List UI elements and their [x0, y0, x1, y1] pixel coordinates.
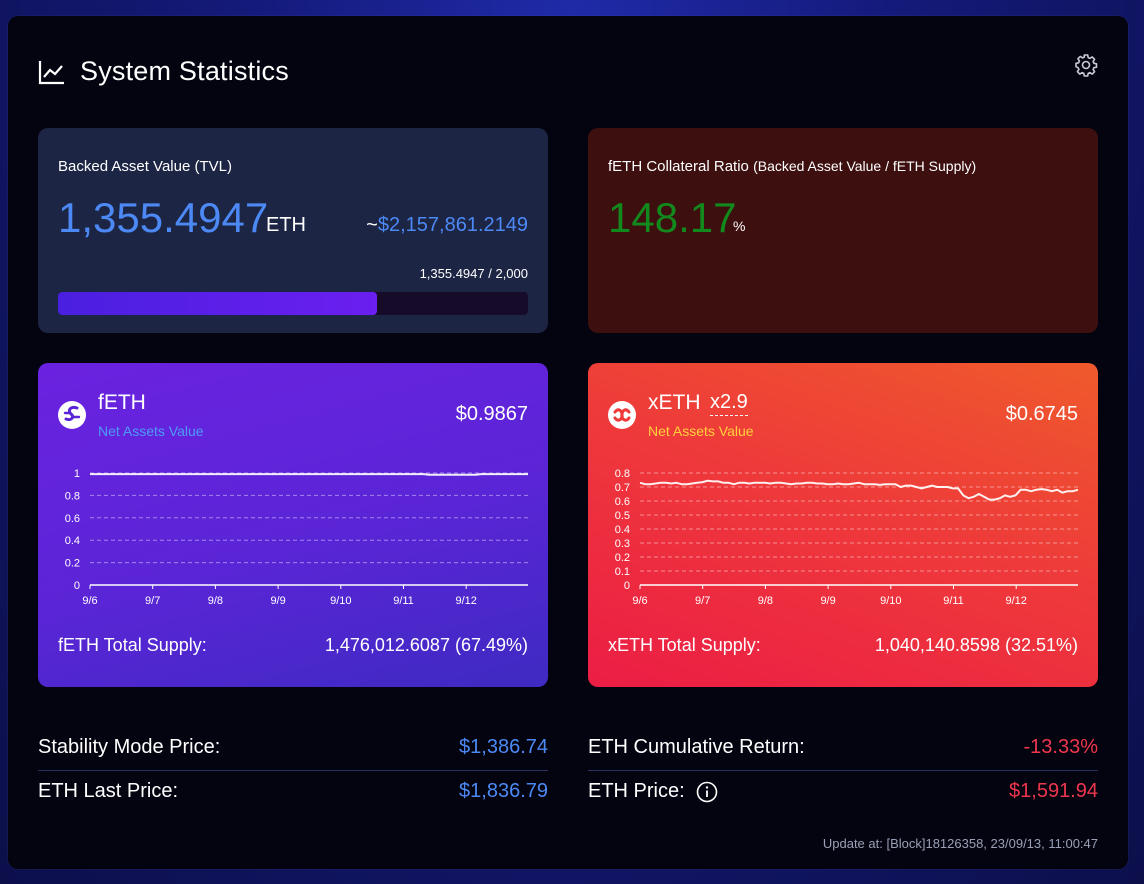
- feth-chart-x-tick-label: 9/12: [455, 595, 476, 607]
- feth-chart-x-tick-label: 9/6: [82, 595, 97, 607]
- xeth-chart-y-tick-label: 0.6: [615, 496, 630, 508]
- collateral-label-line: fETH Collateral Ratio (Backed Asset Valu…: [608, 158, 976, 175]
- collateral-label: fETH Collateral Ratio: [608, 158, 749, 175]
- info-icon[interactable]: [696, 781, 718, 803]
- xeth-sub: Net Assets Value: [648, 423, 754, 439]
- tvl-card: Backed Asset Value (TVL) 1,355.4947 ETH …: [38, 128, 548, 333]
- feth-chart-y-tick-label: 0.2: [65, 558, 80, 570]
- tvl-progress-bar: [58, 292, 528, 315]
- tvl-progress-fill: [58, 292, 377, 315]
- xeth-leverage[interactable]: x2.9: [710, 391, 748, 416]
- feth-chart-y-tick-label: 0.8: [65, 490, 80, 502]
- line-chart-icon: [38, 60, 64, 84]
- xeth-supply-label: xETH Total Supply:: [608, 635, 761, 655]
- feth-chart-y-tick-label: 1: [74, 468, 80, 480]
- feth-supply-label: fETH Total Supply:: [58, 635, 207, 655]
- tvl-usd: ~$2,157,861.2149: [366, 214, 528, 237]
- feth-card: fETH Net Assets Value $0.9867 0 0.2 0.4 0.6…: [38, 363, 548, 687]
- xeth-chart-x-tick-label: 9/10: [880, 595, 901, 607]
- feth-chart-x-tick-label: 9/8: [208, 595, 223, 607]
- xeth-chart-x-tick-label: 9/12: [1005, 595, 1026, 607]
- feth-chart-series-line: [90, 473, 528, 476]
- xeth-card: xETH x2.9 Net Assets Value $0.6745 0 0.1 0…: [588, 363, 1098, 687]
- feth-chart-x-tick-label: 9/11: [393, 595, 414, 607]
- xeth-price: $0.6745: [1005, 403, 1078, 425]
- eth-cumulative-return-value: -13.33%: [1023, 736, 1099, 758]
- xeth-nav-chart: 0 0.1 0.2 0.3 0.4 0.5 0.6 0.7 0.8 9/6 9/7 9/8 9/9 9/1…: [615, 468, 1079, 607]
- xeth-chart-y-tick-label: 0.1: [615, 566, 630, 578]
- tvl-unit: ETH: [266, 214, 306, 236]
- xeth-chart-series-line: [639, 479, 1079, 501]
- eth-price-label-line: ETH Price:: [588, 780, 718, 803]
- panel-header: System Statistics: [38, 56, 289, 87]
- feth-name: fETH: [98, 391, 146, 414]
- tvl-value: 1,355.4947: [58, 194, 269, 241]
- xeth-chart-y-tick-label: 0.7: [615, 482, 630, 494]
- feth-nav-chart: 0 0.2 0.4 0.6 0.8 1 9/6 9/7 9/8 9/9 9/10 9/11 9/12: [65, 468, 528, 607]
- feth-chart-x-tick-label: 9/10: [330, 595, 351, 607]
- collateral-unit: %: [733, 218, 746, 234]
- tvl-label: Backed Asset Value (TVL): [58, 158, 232, 175]
- eth-price-label: ETH Price:: [588, 780, 685, 802]
- feth-supply-value: 1,476,012.6087 (67.49%): [324, 635, 528, 655]
- xeth-chart-y-tick-label: 0: [624, 580, 630, 592]
- xeth-chart-y-tick-label: 0.4: [615, 524, 630, 536]
- xeth-supply-value: 1,040,140.8598 (32.51%): [874, 635, 1078, 655]
- feth-chart-y-tick-label: 0.4: [65, 535, 80, 547]
- feth-sub: Net Assets Value: [98, 423, 204, 439]
- system-statistics-panel: System Statistics Backed Asset Value (TV…: [8, 16, 1128, 869]
- feth-chart-y-tick-label: 0.6: [65, 513, 80, 525]
- xeth-token-icon: [608, 401, 636, 429]
- xeth-chart-x-tick-label: 9/8: [758, 595, 773, 607]
- xeth-chart-y-tick-label: 0.2: [615, 552, 630, 564]
- tvl-progress-label: 1,355.4947 / 2,000: [419, 266, 528, 281]
- xeth-name: xETH: [648, 391, 701, 414]
- feth-chart-y-tick-label: 0: [74, 580, 80, 592]
- xeth-chart-x-tick-label: 9/7: [695, 595, 710, 607]
- gear-icon[interactable]: [1074, 53, 1098, 77]
- stability-mode-value: $1,386.74: [459, 736, 548, 758]
- eth-last-price-label: ETH Last Price:: [38, 780, 179, 802]
- xeth-chart-x-tick-label: 9/11: [943, 595, 964, 607]
- collateral-value: 148.17: [608, 194, 737, 241]
- feth-token-icon: [58, 401, 86, 429]
- eth-cumulative-return-label: ETH Cumulative Return:: [588, 736, 805, 758]
- feth-chart-x-tick-label: 9/9: [270, 595, 285, 607]
- page-title: System Statistics: [80, 56, 289, 86]
- xeth-chart-x-tick-label: 9/6: [632, 595, 647, 607]
- collateral-ratio-card: fETH Collateral Ratio (Backed Asset Valu…: [588, 128, 1098, 333]
- stats-divider-left: [38, 770, 548, 771]
- collateral-label-note: (Backed Asset Value / fETH Supply): [753, 158, 977, 174]
- eth-last-price-value: $1,836.79: [459, 780, 548, 802]
- xeth-chart-y-tick-label: 0.3: [615, 538, 630, 550]
- feth-chart-x-tick-label: 9/7: [145, 595, 160, 607]
- xeth-chart-y-tick-label: 0.5: [615, 510, 630, 522]
- xeth-chart-x-tick-label: 9/9: [820, 595, 835, 607]
- xeth-chart-y-tick-label: 0.8: [615, 468, 630, 480]
- stats-divider-right: [588, 770, 1098, 771]
- eth-price-value: $1,591.94: [1009, 780, 1098, 802]
- tvl-usd-tilde: ~: [366, 214, 378, 236]
- tvl-usd-value: $2,157,861.2149: [377, 214, 528, 236]
- feth-price: $0.9867: [455, 403, 528, 425]
- stability-mode-label: Stability Mode Price:: [38, 736, 221, 758]
- update-timestamp: Update at: [Block]18126358, 23/09/13, 11…: [822, 836, 1098, 851]
